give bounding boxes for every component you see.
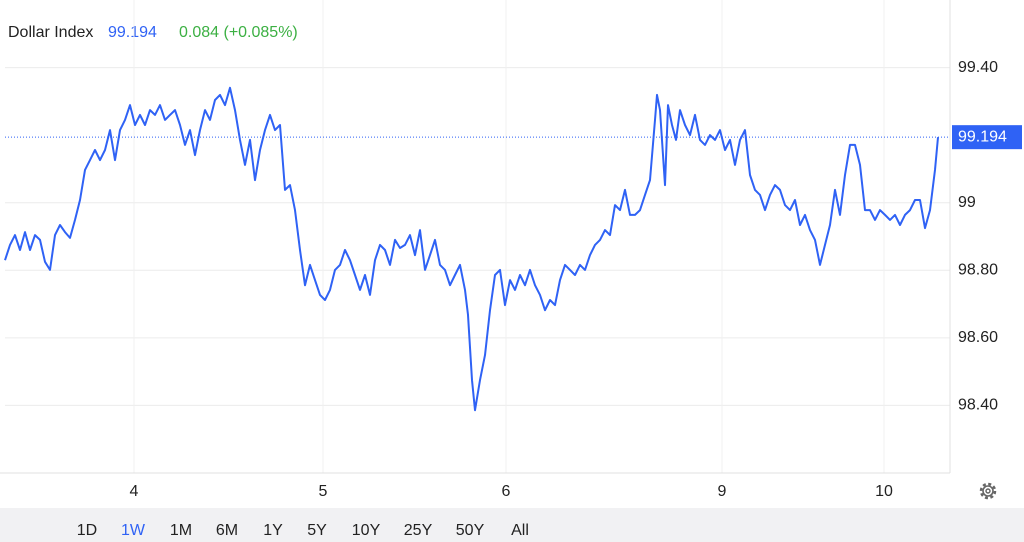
range-button[interactable]: 1D — [77, 522, 97, 539]
series-name: Dollar Index — [8, 24, 93, 41]
x-tick-label: 5 — [319, 483, 328, 500]
x-tick-label: 6 — [502, 483, 511, 500]
y-tick-label: 98.80 — [958, 262, 998, 279]
y-tick-label: 99.40 — [958, 59, 998, 76]
settings-icon[interactable] — [979, 482, 997, 500]
change: 0.084 (+0.085%) — [179, 24, 298, 41]
last-value-tag-label: 99.194 — [958, 128, 1007, 145]
range-button[interactable]: 1W — [121, 522, 146, 539]
range-button[interactable]: 6M — [216, 522, 238, 539]
range-button[interactable]: 10Y — [352, 522, 381, 539]
last-value: 99.194 — [108, 24, 157, 41]
x-tick-label: 4 — [130, 483, 139, 500]
range-button[interactable]: 1M — [170, 522, 192, 539]
y-tick-label: 98.60 — [958, 329, 998, 346]
range-button[interactable]: 1Y — [263, 522, 283, 539]
range-button[interactable]: 50Y — [456, 522, 485, 539]
range-button[interactable]: All — [511, 522, 529, 539]
y-tick-label: 98.40 — [958, 397, 998, 414]
range-bar — [0, 508, 1024, 542]
price-line — [4, 86, 939, 412]
x-tick-label: 9 — [718, 483, 727, 500]
range-button[interactable]: 5Y — [307, 522, 327, 539]
range-button[interactable]: 25Y — [404, 522, 433, 539]
y-tick-label: 99 — [958, 194, 976, 211]
x-tick-label: 10 — [875, 483, 893, 500]
last-value-tag — [952, 125, 1022, 150]
